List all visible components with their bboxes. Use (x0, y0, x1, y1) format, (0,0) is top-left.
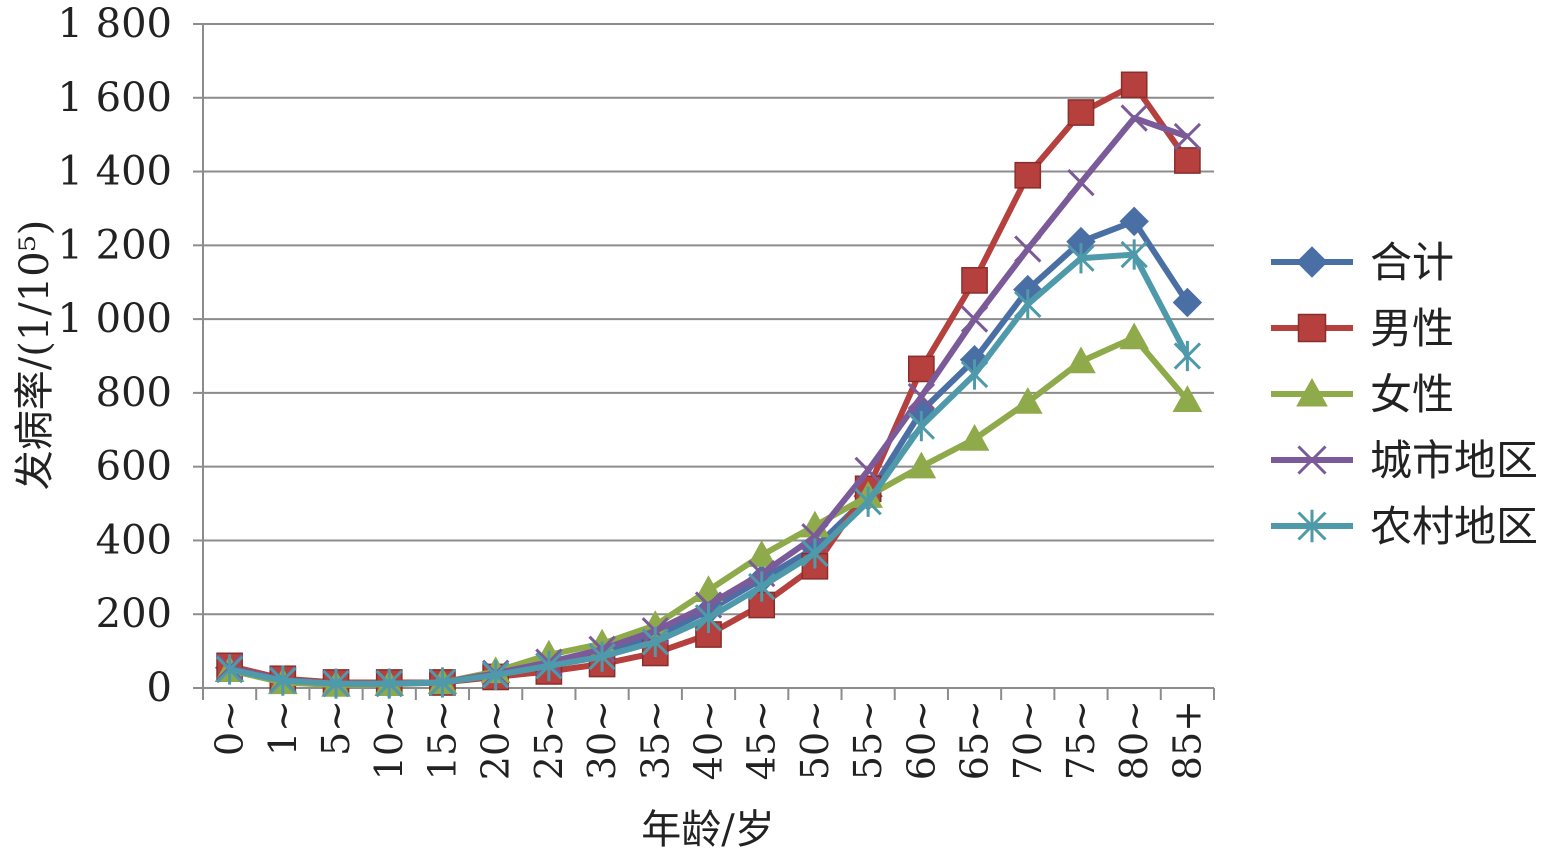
y-tick-label: 800 (96, 370, 172, 416)
data-point (1172, 385, 1203, 412)
data-point (907, 382, 936, 411)
data-point (960, 305, 989, 333)
legend-label: 城市地区 (1370, 436, 1538, 485)
data-point (1297, 313, 1327, 343)
x-tick-label: 70~ (1006, 700, 1050, 780)
x-tick-label: 5~ (314, 700, 358, 756)
x-tick-label: 10~ (367, 700, 411, 780)
data-point (959, 423, 990, 451)
data-point (694, 602, 723, 634)
data-point (1120, 104, 1148, 132)
legend-item: 城市地区 (1271, 436, 1538, 485)
data-point (1067, 243, 1095, 274)
data-point (746, 540, 777, 567)
data-point (1014, 161, 1042, 189)
x-tick-label: 1~ (261, 700, 305, 756)
data-point (269, 665, 297, 696)
data-point (1120, 71, 1148, 99)
x-tick-label: 40~ (687, 700, 731, 780)
data-point (375, 668, 403, 699)
x-tick-label: 60~ (899, 700, 943, 780)
series-lines (214, 71, 1203, 699)
y-tick-label: 600 (96, 444, 172, 490)
data-point (588, 641, 616, 672)
data-point (801, 538, 829, 569)
x-tick-label: 45~ (740, 700, 784, 780)
data-point (1067, 168, 1095, 197)
y-tick-labels: 0 200 400 600 800 1 000 1 200 1 400 1 600 1 800 (57, 1, 172, 711)
data-point (961, 267, 988, 294)
data-point (215, 654, 244, 685)
x-tick-labels: 0~ 1~ 5~ 10~ 15~ 20~ 25~ 30~ 35~ 40~ 45~ 50~ 55~ 60~ 6… (208, 700, 1210, 780)
data-point (693, 575, 724, 602)
x-tick-label: 85+ (1165, 700, 1209, 780)
y-tick-label: 400 (96, 517, 172, 563)
data-point (1296, 377, 1328, 407)
x-axis-title: 年龄/岁 (641, 807, 774, 853)
series-asterisk (215, 239, 1202, 699)
data-point (535, 650, 563, 681)
data-point (1173, 122, 1202, 151)
x-tick-label: 65~ (953, 700, 997, 780)
legend-label: 农村地区 (1370, 502, 1538, 551)
x-tick-label: 50~ (793, 700, 837, 780)
data-point (1174, 147, 1201, 174)
data-point (1120, 239, 1148, 270)
y-tick-label: 1 200 (57, 222, 172, 268)
data-point (1119, 322, 1150, 350)
data-point (1012, 387, 1043, 414)
y-tick-label: 200 (96, 591, 172, 637)
x-tick-label: 20~ (474, 700, 518, 780)
axes (193, 23, 1215, 700)
gridlines (203, 23, 1214, 616)
data-point (907, 410, 936, 442)
legend-label: 女性 (1370, 370, 1454, 419)
data-point (1067, 99, 1095, 126)
y-tick-label: 0 (147, 665, 172, 711)
data-point (906, 451, 937, 479)
data-point (854, 456, 882, 485)
legend-item: 女性 (1271, 370, 1454, 419)
data-point (481, 659, 510, 691)
data-point (1014, 235, 1042, 263)
data-point (960, 359, 989, 390)
data-point (428, 667, 457, 698)
x-tick-label: 35~ (633, 700, 677, 780)
legend-label: 合计 (1370, 238, 1454, 287)
data-point (1014, 289, 1042, 320)
x-tick-label: 55~ (846, 700, 890, 780)
x-tick-label: 80~ (1112, 700, 1156, 780)
data-point (1297, 445, 1327, 475)
y-tick-label: 1 600 (57, 75, 172, 121)
legend-item: 合计 (1271, 238, 1454, 287)
y-tick-label: 1 800 (57, 1, 172, 47)
data-point (748, 571, 776, 602)
data-point (1173, 340, 1202, 372)
legend-item: 农村地区 (1271, 502, 1538, 551)
data-point (1172, 287, 1203, 318)
data-point (1296, 246, 1328, 278)
data-point (854, 486, 882, 517)
data-point (1119, 206, 1149, 237)
data-point (1066, 346, 1096, 374)
y-tick-label: 1 000 (57, 296, 172, 342)
x-tick-label: 15~ (420, 700, 464, 780)
legend-item: 男性 (1271, 304, 1454, 353)
x-tick-label: 25~ (527, 700, 571, 780)
y-tick-label: 1 400 (57, 149, 172, 195)
data-point (907, 355, 935, 383)
x-tick-label: 75~ (1059, 700, 1103, 780)
data-point (322, 668, 350, 699)
y-axis-title: 发病率/(1/10⁵) (12, 220, 58, 491)
data-point (641, 626, 669, 658)
data-point (1297, 509, 1327, 543)
x-tick-label: 0~ (208, 700, 252, 756)
x-tick-label: 30~ (580, 700, 624, 780)
legend-label: 男性 (1370, 304, 1454, 353)
